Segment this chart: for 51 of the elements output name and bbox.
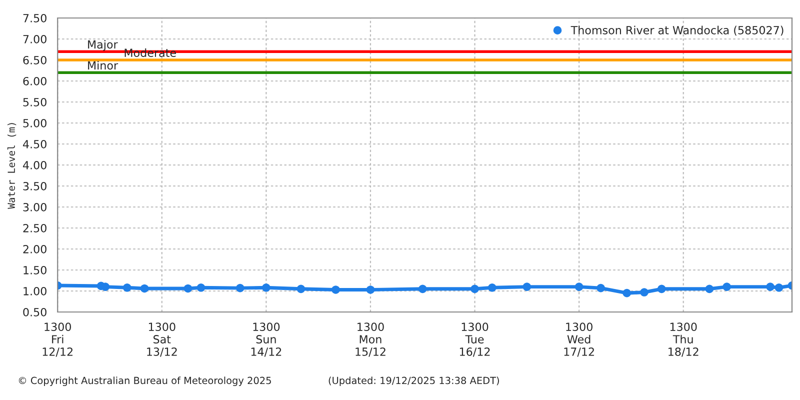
x-tick-label: 1300 Wed 17/12 (564, 322, 594, 357)
point (470, 284, 479, 294)
point (522, 282, 532, 291)
point (140, 284, 149, 293)
y-tick-label: 2.50 (23, 224, 46, 232)
point (774, 283, 784, 292)
ref-line-label: Major (88, 40, 118, 51)
x-tick-label: 1300 Fri 12/12 (42, 322, 72, 357)
y-tick-label: 5.00 (23, 118, 46, 128)
x-tick-label: 1300 Thu 18/12 (668, 322, 698, 357)
point (262, 283, 270, 292)
y-tick-label: 3.50 (23, 182, 46, 190)
point (622, 288, 632, 298)
point (657, 284, 666, 294)
y-tick-label: 1.50 (24, 266, 46, 274)
point (640, 288, 648, 296)
point (184, 284, 192, 293)
point (196, 283, 206, 292)
y-tick-label: 1.00 (24, 286, 46, 296)
point (296, 284, 306, 294)
point (332, 286, 340, 294)
point (418, 284, 427, 294)
point (705, 284, 714, 294)
point (766, 282, 774, 291)
text: (Updated: 19/12/2025 13:38 AEDT) (328, 376, 499, 386)
x-tick-label: 1300 Mon 15/12 (356, 322, 386, 357)
y-tick-label: 5.50 (23, 98, 46, 106)
x-tick-label: 1300 Sat 13/12 (147, 322, 177, 357)
text: © Copyright Australian Bureau of Meteorology 2025 (18, 376, 271, 386)
ref-line-label: Minor (88, 61, 118, 70)
point (236, 284, 244, 292)
point (596, 284, 605, 292)
y-tick-label: 2.00 (23, 244, 46, 254)
x-tick-label: 1300 Tue 16/12 (460, 322, 490, 357)
point (722, 282, 731, 291)
point (101, 282, 110, 291)
point (574, 282, 584, 291)
y-tick-label: 4.00 (22, 160, 46, 170)
point (366, 286, 375, 294)
point (488, 283, 496, 292)
y-tick-label: 7.50 (23, 14, 46, 22)
y-tick-label: 3.00 (23, 202, 46, 212)
y-tick-label: 7.00 (23, 34, 46, 44)
y-tick-label: 6.00 (23, 76, 46, 86)
point (122, 283, 132, 292)
y-tick-label: 4.50 (22, 140, 46, 148)
legend-label: Thomson River at Wandocka (585027) (570, 26, 784, 36)
y-axis-title: Water Level (m) (7, 123, 16, 209)
y-tick-label: 0.50 (23, 308, 46, 316)
y-tick-label: 6.50 (23, 56, 46, 64)
x-tick-label: 1300 Sun 14/12 (251, 322, 282, 357)
